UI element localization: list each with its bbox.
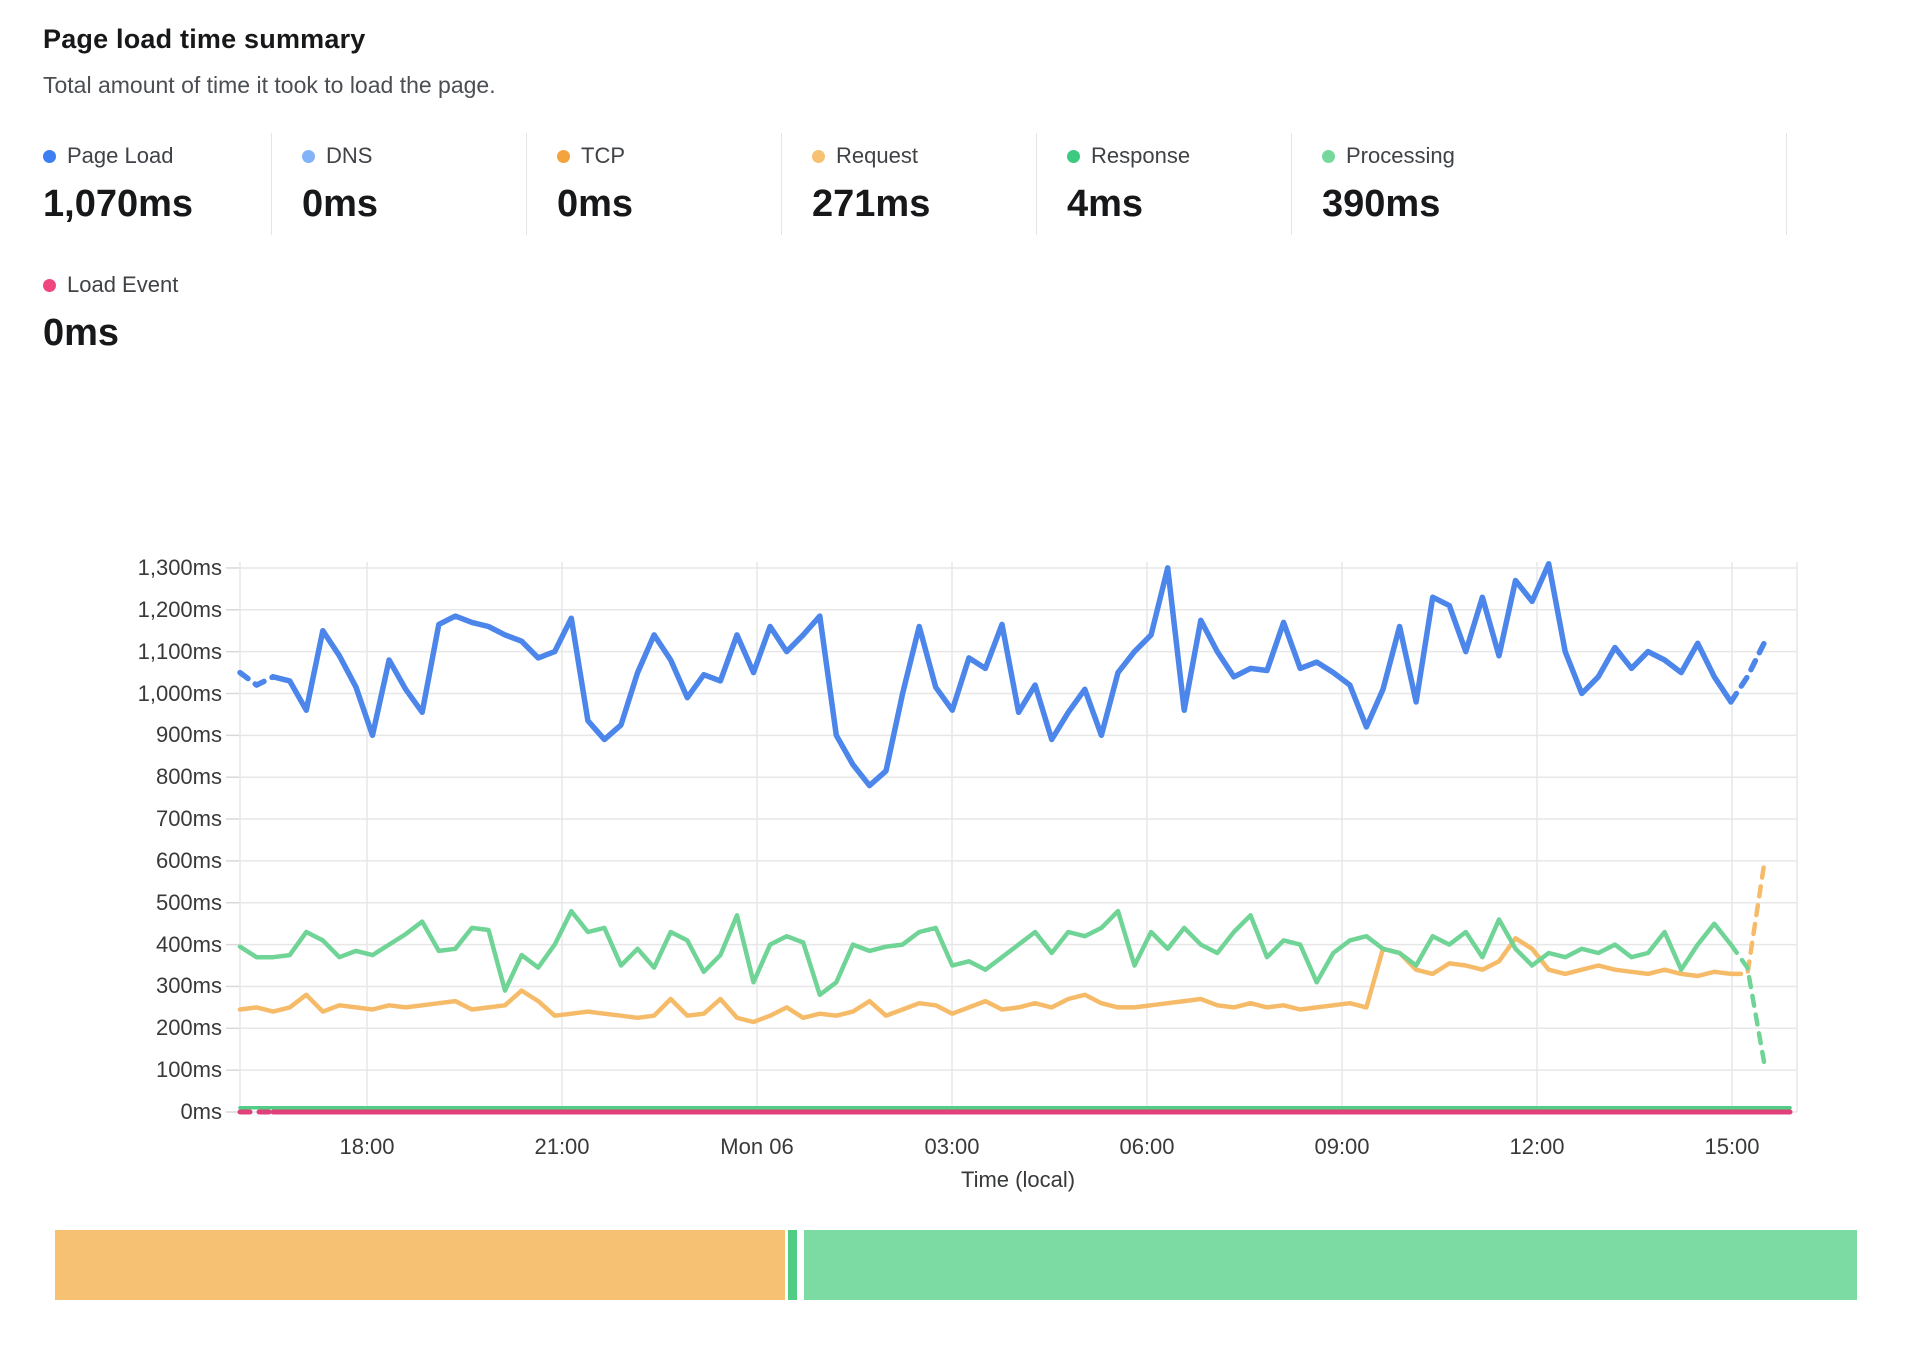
y-tick-label: 200ms bbox=[155, 1015, 222, 1041]
page-title: Page load time summary bbox=[43, 24, 366, 54]
y-tick-label: 100ms bbox=[155, 1057, 222, 1083]
bar-segment-response bbox=[788, 1230, 798, 1300]
load-event-dot-icon bbox=[43, 278, 56, 292]
y-tick-label: 900ms bbox=[155, 722, 222, 748]
metric-value: 0ms bbox=[557, 183, 634, 225]
request-dot-icon bbox=[812, 149, 825, 163]
y-tick-label: 400ms bbox=[155, 931, 222, 957]
y-tick-label: 1,300ms bbox=[137, 554, 222, 580]
processing-dot-icon bbox=[1322, 149, 1335, 163]
metric-label: Load Event bbox=[67, 272, 179, 297]
metric-value: 0ms bbox=[302, 183, 379, 225]
x-axis-title: Time (local) bbox=[960, 1167, 1076, 1192]
y-tick-label: 700ms bbox=[155, 806, 222, 832]
y-tick-label: 1,000ms bbox=[137, 680, 222, 706]
metric-label: Response bbox=[1091, 143, 1191, 168]
x-tick-label: 15:00 bbox=[1704, 1134, 1760, 1159]
metric-value: 271ms bbox=[812, 183, 931, 225]
y-tick-label: 500ms bbox=[155, 889, 222, 915]
x-tick-label: 06:00 bbox=[1119, 1134, 1175, 1159]
metric-processing[interactable]: Processing 390ms bbox=[1292, 133, 1787, 235]
metrics-legend-row: Page Load 1,070ms DNS 0ms TCP 0ms Request 271ms… bbox=[43, 133, 1787, 235]
metric-label: TCP bbox=[581, 143, 625, 168]
y-tick-label: 300ms bbox=[155, 973, 222, 999]
y-tick-label: 0ms bbox=[180, 1099, 222, 1124]
x-tick-label: 09:00 bbox=[1314, 1134, 1370, 1159]
metric-value: 4ms bbox=[1067, 183, 1144, 225]
y-tick-label: 1,100ms bbox=[137, 638, 222, 664]
metric-label: Request bbox=[836, 143, 918, 168]
x-tick-label: 18:00 bbox=[339, 1134, 395, 1159]
x-tick-label: 21:00 bbox=[534, 1134, 590, 1159]
x-tick-label: 12:00 bbox=[1509, 1134, 1565, 1159]
bar-segment-processing bbox=[804, 1230, 1857, 1300]
metric-dns[interactable]: DNS 0ms bbox=[272, 133, 527, 235]
y-tick-label: 600ms bbox=[155, 847, 222, 873]
metric-load-event[interactable]: Load Event 0ms bbox=[43, 270, 178, 355]
metric-tcp[interactable]: TCP 0ms bbox=[527, 133, 782, 235]
metric-request[interactable]: Request 271ms bbox=[782, 133, 1037, 235]
metric-value: 1,070ms bbox=[43, 183, 194, 225]
metric-label: Page Load bbox=[67, 143, 174, 168]
metric-value: 390ms bbox=[1322, 183, 1441, 225]
metric-value: 0ms bbox=[43, 312, 120, 354]
metric-response[interactable]: Response 4ms bbox=[1037, 133, 1292, 235]
metric-page-load[interactable]: Page Load 1,070ms bbox=[43, 133, 272, 235]
x-tick-label: 03:00 bbox=[924, 1134, 980, 1159]
dns-dot-icon bbox=[302, 149, 315, 163]
y-tick-label: 800ms bbox=[155, 764, 222, 790]
page-subtitle: Total amount of time it took to load the… bbox=[43, 72, 496, 98]
x-tick-label: Mon 06 bbox=[720, 1134, 794, 1159]
response-dot-icon bbox=[1067, 149, 1080, 163]
load-time-breakdown-bar bbox=[55, 1230, 1857, 1300]
metric-label: DNS bbox=[326, 143, 373, 168]
bar-segment-request bbox=[55, 1230, 786, 1300]
y-tick-label: 1,200ms bbox=[137, 596, 222, 622]
metric-label: Processing bbox=[1346, 143, 1455, 168]
tcp-dot-icon bbox=[557, 149, 570, 163]
page-load-dot-icon bbox=[43, 149, 56, 163]
